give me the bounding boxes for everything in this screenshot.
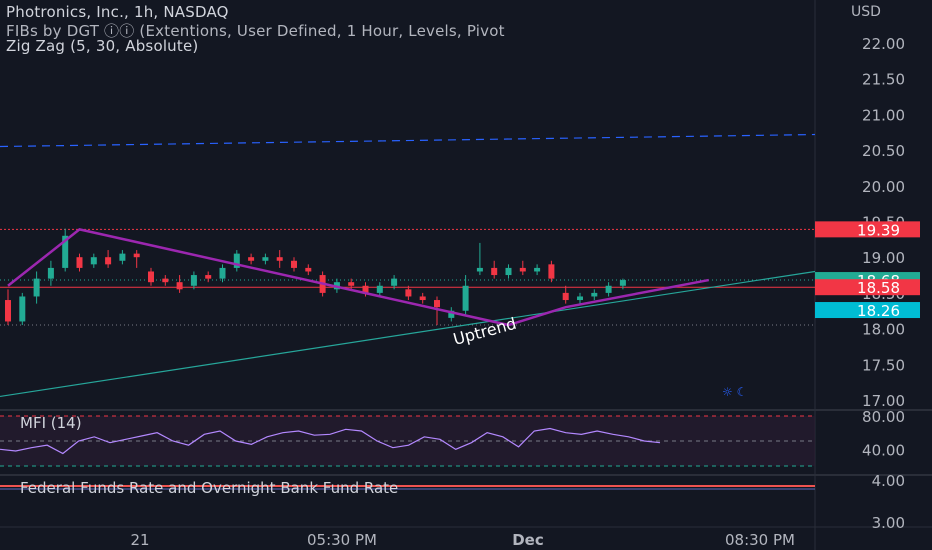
price-tick-label: 17.50 [862,356,905,374]
mfi-tick-label: 80.00 [862,408,905,426]
mfi-label: MFI (14) [20,414,82,432]
candle-body [133,253,140,258]
price-tick-label: 21.50 [862,71,905,89]
candle-body [462,285,469,311]
candle-body [619,280,626,286]
candle-body [419,296,426,301]
zigzag-line [7,228,709,327]
candle-body [448,310,455,318]
fib-blue-dashed-level [0,133,816,148]
candle-body [605,285,612,293]
candle-body [205,275,212,279]
candle-body [47,267,54,279]
candle-body [105,257,112,265]
price-badge [815,302,920,319]
candle-body [219,267,226,279]
candle-body [176,282,183,290]
candle-body [548,264,555,279]
price-badge-label: 18.58 [857,279,900,297]
candle-body [19,296,26,322]
price-badge-label: 18.26 [857,302,900,320]
candle-body [434,300,440,308]
candle-body [362,285,369,293]
mfi-line [0,427,661,455]
price-tick-label: 22.00 [862,35,905,53]
candle-body [376,285,383,293]
price-badge [815,221,920,238]
fib-indicator-label[interactable]: FIBs by DGT ⓘⓘ (Extentions, User Defined… [6,22,505,40]
price-tick-label: 18.00 [862,321,905,339]
currency-label: USD [851,4,881,20]
price-badge-label: 19.39 [857,221,900,239]
candle-body [262,257,269,261]
candle-body [90,257,97,265]
candle-body [505,267,512,276]
candle-body [305,267,312,272]
candle-body [62,235,69,268]
candle-body [577,296,583,301]
mfi-band-fill [0,416,815,466]
price-tick-label: 19.00 [862,249,905,267]
price-pane-bg [0,0,815,410]
price-badge [815,279,920,296]
candle-body [562,292,569,301]
fed-tick-label: 3.00 [872,514,905,532]
candle-body [348,282,355,286]
candle-body [33,278,40,297]
candle-body [248,257,255,261]
candle-body [119,253,126,261]
candle-body [276,257,283,261]
time-tick-label: 21 [130,531,149,549]
candle-body [76,257,83,268]
candle-body [291,260,297,268]
trendline [0,270,816,398]
candle-body [476,267,483,272]
price-tick-label: 21.00 [862,106,905,124]
price-tick-label: 17.00 [862,392,905,410]
zigzag-indicator-label[interactable]: Zig Zag (5, 30, Absolute) [6,37,199,55]
candle-body [405,289,412,297]
candle-body [534,267,541,272]
time-tick-label: 08:30 PM [725,531,795,549]
candle-body [233,253,240,268]
candle-body [162,278,169,283]
eye-symbol: ☼ ☾ [722,385,747,399]
candle-body [491,267,498,276]
candle-body [148,271,154,283]
candle-body [391,278,398,286]
candle-body [591,292,598,297]
candle-body [190,275,197,286]
candle-body [5,300,11,322]
time-tick-label: Dec [512,531,544,549]
symbol-title[interactable]: Photronics, Inc., 1h, NASDAQ [6,3,229,21]
fed-tick-label: 4.00 [872,472,905,490]
candle-body [519,267,526,272]
time-tick-label: 05:30 PM [307,531,377,549]
price-tick-label: 20.50 [862,142,905,160]
fed-rate-label: Federal Funds Rate and Overnight Bank Fu… [20,479,398,497]
mfi-tick-label: 40.00 [862,441,905,459]
price-tick-label: 20.00 [862,178,905,196]
